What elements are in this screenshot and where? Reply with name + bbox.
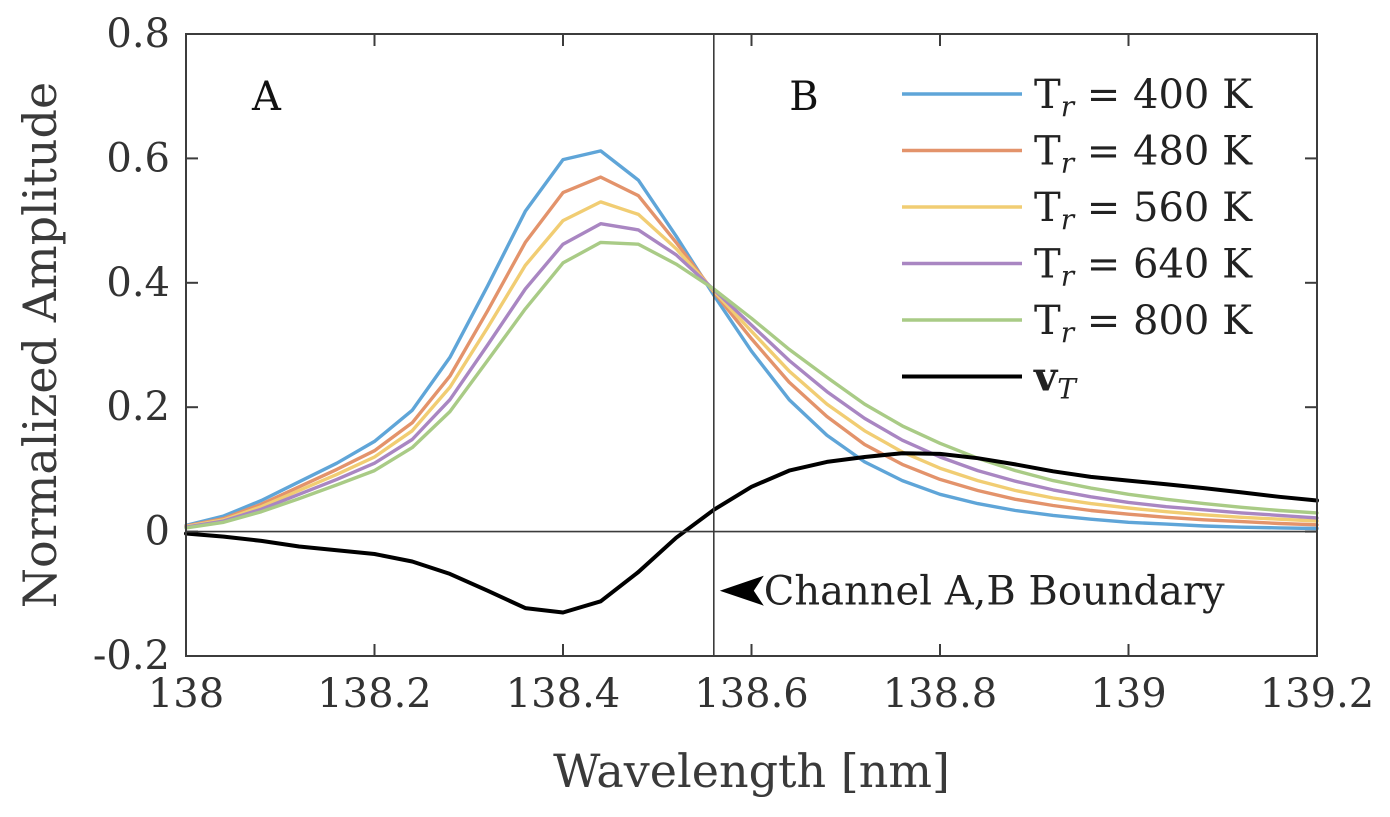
legend-entry-subscript: r [1061,203,1076,236]
legend-entry-name: T [1034,242,1061,288]
y-tick-label: 0.4 [106,260,170,306]
series-line-5 [184,451,1319,615]
y-axis-title: Normalized Amplitude [13,82,67,608]
legend-entry-2: Tr = 560 K [1034,185,1253,236]
y-tick-label: 0.2 [106,384,170,430]
x-tick-label: 138.2 [317,671,432,717]
axes-layer [185,33,1318,657]
boundary-arrow-icon [719,575,764,606]
x-tick-label: 138 [148,671,224,717]
x-tick-label: 139.2 [1260,671,1375,717]
labels-layer: 138 138.2 138.4 138.6 138.8 139 139.2 -0.2 0 0.2 0… [13,11,1374,798]
y-tick-label: 0 [145,509,170,555]
legend-entry-suffix: = 800 K [1074,298,1253,344]
legend-entry-suffix: = 640 K [1074,242,1253,288]
series-line-0 [184,149,1319,531]
x-tick-label: 139 [1090,671,1166,717]
legend-entry-suffix: = 560 K [1074,185,1253,231]
legend-entry-subscript: r [1061,147,1076,180]
region-label-a: A [251,74,282,120]
x-axis-title: Wavelength [nm] [553,744,950,798]
series-line-1 [184,175,1319,528]
legend-entry-name: T [1034,185,1061,231]
boundary-annotation: Channel A,B Boundary [764,569,1225,615]
legend-entry-suffix: = 480 K [1074,129,1253,175]
legend-entry-3: Tr = 640 K [1034,242,1253,293]
legend-entry-4: Tr = 800 K [1034,298,1253,349]
region-label-b: B [789,74,818,120]
legend-entry-subscript: T [1057,373,1078,406]
series-line-3 [184,221,1319,529]
legend-entry-name: v [1033,354,1059,401]
y-tick-label: 0.8 [106,11,170,57]
series-layer [184,149,1319,615]
y-tick-label: 0.6 [106,135,170,181]
legend-entry-5: vT [1033,354,1078,406]
series-line-2 [184,200,1319,529]
legend-entry-subscript: r [1061,90,1076,123]
x-tick-label: 138.4 [506,671,621,717]
y-tick-label: -0.2 [93,633,170,679]
legend-entry-name: T [1034,298,1061,344]
legend-entry-suffix: = 400 K [1074,72,1253,118]
legend-entry-1: Tr = 480 K [1034,129,1253,180]
legend-entry-name: T [1034,72,1061,118]
legend-entry-name: T [1034,129,1061,175]
legend-entry-subscript: r [1061,316,1076,349]
x-tick-label: 138.8 [883,671,998,717]
legend-entry-0: Tr = 400 K [1034,72,1253,123]
legend-entry-subscript: r [1061,260,1076,293]
x-tick-label: 138.6 [694,671,809,717]
legend: Tr = 400 KTr = 480 KTr = 560 KTr = 640 K… [902,72,1253,406]
series-line-4 [184,240,1319,530]
